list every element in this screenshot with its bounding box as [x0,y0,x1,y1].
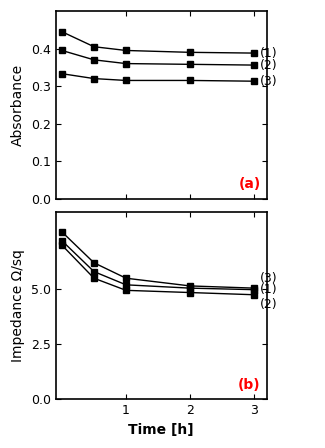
Text: (3): (3) [260,75,277,88]
Text: (1): (1) [260,47,277,60]
Text: (a): (a) [238,177,261,191]
Text: (2): (2) [260,59,277,72]
Text: (2): (2) [260,298,277,311]
Text: (b): (b) [238,378,261,392]
Text: (1): (1) [260,283,277,296]
X-axis label: Time [h]: Time [h] [128,423,194,437]
Y-axis label: Impedance Ω/sq: Impedance Ω/sq [11,250,25,362]
Y-axis label: Absorbance: Absorbance [11,64,25,146]
Text: (3): (3) [260,271,277,284]
